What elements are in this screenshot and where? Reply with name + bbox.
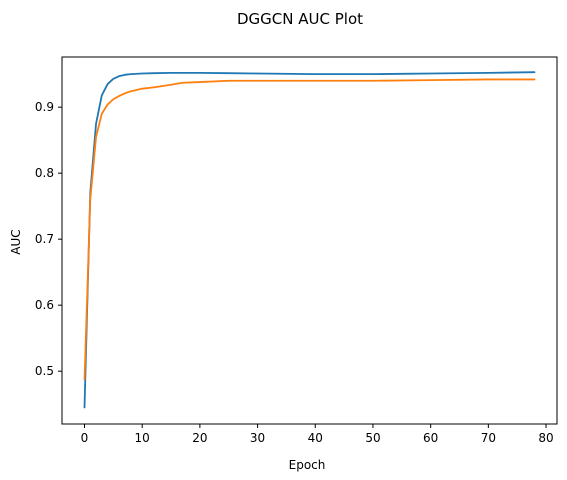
- series-layer: [83, 71, 536, 409]
- x-axis-label: Epoch: [289, 458, 326, 472]
- x-tick-label: 80: [538, 431, 553, 445]
- series-line-2: [83, 78, 536, 381]
- plot-frame: [61, 56, 558, 425]
- y-tick-label: 0.5: [35, 364, 54, 378]
- x-tick-label: 30: [250, 431, 265, 445]
- y-tick-label: 0.7: [35, 232, 54, 246]
- x-tick-label: 60: [423, 431, 438, 445]
- x-tick-label: 0: [81, 431, 89, 445]
- y-axis-ticks: 0.5 0.6 0.7 0.8 0.9: [35, 100, 62, 378]
- x-tick-label: 50: [365, 431, 380, 445]
- x-tick-label: 40: [308, 431, 323, 445]
- x-tick-label: 20: [192, 431, 207, 445]
- chart-title: DGGCN AUC Plot: [237, 10, 363, 28]
- plot-area: 0 10 20 30 40 50 60 70 80 0.5 0.6 0.7 0.8 0.9: [35, 56, 558, 445]
- y-tick-label: 0.6: [35, 298, 54, 312]
- series-line-1: [83, 71, 536, 409]
- y-axis-label: AUC: [9, 229, 23, 254]
- x-tick-label: 10: [135, 431, 150, 445]
- y-tick-label: 0.8: [35, 166, 54, 180]
- x-axis-ticks: 0 10 20 30 40 50 60 70 80: [81, 424, 554, 445]
- x-tick-label: 70: [481, 431, 496, 445]
- y-tick-label: 0.9: [35, 100, 54, 114]
